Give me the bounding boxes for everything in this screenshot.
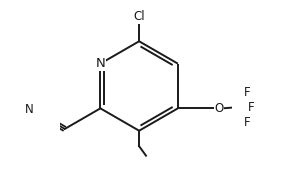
Text: F: F (244, 116, 250, 130)
Text: O: O (214, 102, 224, 115)
Text: Cl: Cl (133, 10, 145, 23)
Text: F: F (244, 85, 250, 99)
Text: F: F (248, 101, 255, 114)
Text: N: N (95, 57, 105, 70)
Text: N: N (25, 103, 34, 116)
